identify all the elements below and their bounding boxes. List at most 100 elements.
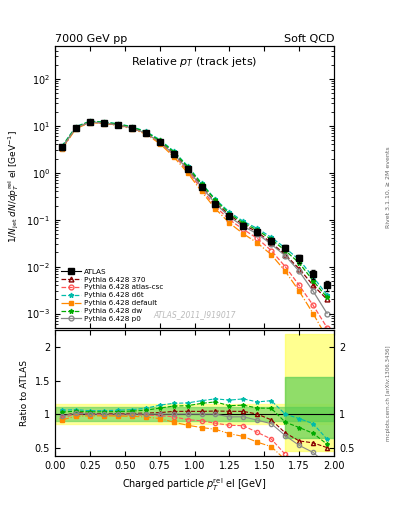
Pythia 6.428 d6t [116, 121, 120, 127]
Pythia 6.428 370 [116, 121, 120, 127]
Pythia 6.428 atlas-csc [60, 145, 64, 152]
Pythia 6.428 atlas-csc [157, 139, 162, 145]
Pythia 6.428 default [116, 122, 120, 129]
Line: Pythia 6.428 p0: Pythia 6.428 p0 [60, 120, 329, 316]
Pythia 6.428 default [297, 288, 301, 294]
Pythia 6.428 p0 [143, 130, 148, 136]
Pythia 6.428 dw [73, 124, 78, 130]
Pythia 6.428 370 [129, 124, 134, 131]
Pythia 6.428 d6t [101, 119, 106, 125]
Pythia 6.428 d6t [143, 129, 148, 135]
Pythia 6.428 dw [241, 220, 246, 226]
Line: Pythia 6.428 atlas-csc: Pythia 6.428 atlas-csc [60, 120, 329, 330]
Pythia 6.428 atlas-csc [213, 204, 218, 210]
Pythia 6.428 370 [283, 251, 288, 258]
Pythia 6.428 atlas-csc [73, 125, 78, 131]
Pythia 6.428 d6t [129, 123, 134, 130]
Pythia 6.428 atlas-csc [171, 152, 176, 158]
Pythia 6.428 p0 [297, 268, 301, 274]
Pythia 6.428 default [325, 335, 329, 341]
Pythia 6.428 d6t [241, 218, 246, 224]
Pythia 6.428 default [213, 206, 218, 212]
Pythia 6.428 370 [227, 212, 232, 218]
Pythia 6.428 p0 [185, 166, 190, 172]
Pythia 6.428 default [199, 188, 204, 195]
Pythia 6.428 default [311, 310, 316, 316]
Text: ATLAS_2011_I919017: ATLAS_2011_I919017 [153, 310, 236, 319]
Line: Pythia 6.428 370: Pythia 6.428 370 [60, 119, 329, 302]
Line: Pythia 6.428 dw: Pythia 6.428 dw [60, 119, 329, 300]
Pythia 6.428 dw [325, 294, 329, 301]
Pythia 6.428 d6t [255, 225, 260, 231]
Pythia 6.428 d6t [185, 163, 190, 169]
Pythia 6.428 dw [101, 119, 106, 125]
Pythia 6.428 d6t [73, 123, 78, 130]
Pythia 6.428 dw [171, 148, 176, 155]
Pythia 6.428 dw [157, 137, 162, 143]
Pythia 6.428 370 [255, 229, 260, 235]
Pythia 6.428 d6t [227, 209, 232, 215]
Pythia 6.428 370 [297, 266, 301, 272]
Pythia 6.428 dw [283, 247, 288, 253]
Pythia 6.428 d6t [311, 274, 316, 280]
Pythia 6.428 p0 [171, 151, 176, 157]
Pythia 6.428 p0 [227, 214, 232, 220]
Pythia 6.428 default [283, 268, 288, 274]
Pythia 6.428 dw [269, 237, 274, 243]
Pythia 6.428 default [241, 231, 246, 237]
Pythia 6.428 d6t [157, 137, 162, 143]
Pythia 6.428 370 [241, 222, 246, 228]
Text: 7000 GeV pp: 7000 GeV pp [55, 33, 127, 44]
Pythia 6.428 atlas-csc [129, 125, 134, 131]
Pythia 6.428 p0 [255, 231, 260, 237]
Pythia 6.428 atlas-csc [116, 122, 120, 128]
Pythia 6.428 atlas-csc [185, 168, 190, 174]
Pythia 6.428 atlas-csc [143, 131, 148, 137]
Pythia 6.428 dw [311, 278, 316, 284]
Pythia 6.428 default [157, 140, 162, 146]
Pythia 6.428 default [143, 131, 148, 137]
Pythia 6.428 default [60, 146, 64, 152]
Pythia 6.428 default [101, 120, 106, 126]
Pythia 6.428 d6t [88, 118, 92, 124]
Pythia 6.428 p0 [129, 125, 134, 131]
Pythia 6.428 370 [88, 119, 92, 125]
Pythia 6.428 default [171, 154, 176, 160]
Pythia 6.428 atlas-csc [101, 120, 106, 126]
Pythia 6.428 p0 [283, 253, 288, 259]
Pythia 6.428 default [129, 125, 134, 132]
Pythia 6.428 dw [88, 118, 92, 124]
Pythia 6.428 atlas-csc [227, 217, 232, 223]
Pythia 6.428 p0 [73, 124, 78, 131]
Pythia 6.428 d6t [199, 180, 204, 186]
Pythia 6.428 p0 [311, 288, 316, 294]
Y-axis label: $1/N_{\rm jet}$ $dN/dp_T^{\rm rel}$ el [GeV$^{-1}$]: $1/N_{\rm jet}$ $dN/dp_T^{\rm rel}$ el [… [6, 131, 20, 243]
Pythia 6.428 d6t [213, 197, 218, 203]
Pythia 6.428 d6t [325, 292, 329, 298]
Pythia 6.428 default [185, 169, 190, 176]
Pythia 6.428 d6t [60, 143, 64, 149]
Pythia 6.428 dw [143, 129, 148, 135]
Pythia 6.428 dw [129, 124, 134, 130]
Pythia 6.428 default [88, 119, 92, 125]
Pythia 6.428 p0 [60, 145, 64, 151]
Pythia 6.428 dw [297, 260, 301, 266]
Legend: ATLAS, Pythia 6.428 370, Pythia 6.428 atlas-csc, Pythia 6.428 d6t, Pythia 6.428 : ATLAS, Pythia 6.428 370, Pythia 6.428 at… [59, 267, 165, 324]
Pythia 6.428 370 [73, 124, 78, 131]
Pythia 6.428 d6t [171, 148, 176, 154]
Line: Pythia 6.428 default: Pythia 6.428 default [60, 120, 329, 340]
Pythia 6.428 370 [101, 120, 106, 126]
Pythia 6.428 default [269, 251, 274, 258]
Text: Rivet 3.1.10, ≥ 2M events: Rivet 3.1.10, ≥ 2M events [386, 146, 391, 228]
Text: Relative $p_T$ (track jets): Relative $p_T$ (track jets) [131, 55, 258, 69]
Pythia 6.428 dw [255, 227, 260, 233]
Pythia 6.428 default [73, 125, 78, 132]
Line: Pythia 6.428 d6t: Pythia 6.428 d6t [60, 119, 329, 297]
Pythia 6.428 atlas-csc [255, 236, 260, 242]
Pythia 6.428 370 [157, 139, 162, 145]
Pythia 6.428 p0 [88, 119, 92, 125]
Pythia 6.428 p0 [213, 201, 218, 207]
Pythia 6.428 atlas-csc [88, 119, 92, 125]
Pythia 6.428 atlas-csc [283, 264, 288, 270]
Pythia 6.428 dw [185, 163, 190, 169]
